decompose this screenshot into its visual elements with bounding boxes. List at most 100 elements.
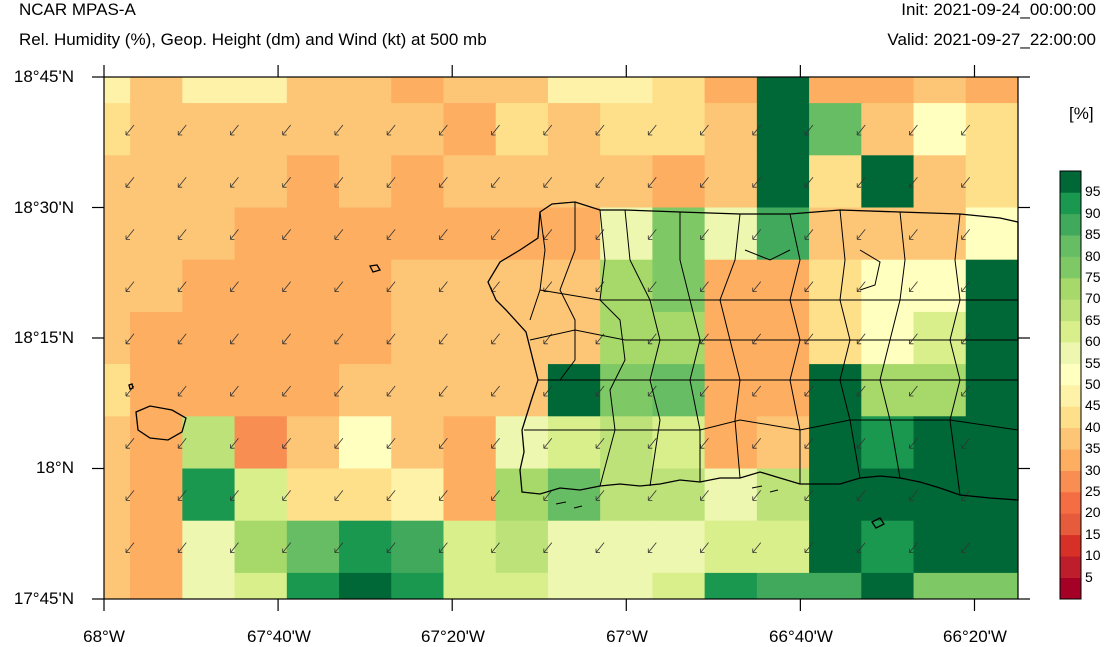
grid-cell <box>495 103 549 156</box>
grid-cell <box>443 207 497 261</box>
colorbar-unit-label: [%] <box>1069 104 1094 123</box>
grid-cell <box>391 259 444 313</box>
grid-cell <box>130 103 183 156</box>
wind-arrow <box>438 333 448 345</box>
grid-cell <box>913 259 967 313</box>
grid-cell <box>652 259 706 313</box>
grid-cell <box>104 259 131 313</box>
colorbar-swatch <box>1060 449 1081 471</box>
wind-arrow <box>230 437 239 449</box>
colorbar-swatch <box>1060 213 1081 236</box>
grid-cell <box>234 416 288 469</box>
wind-arrow <box>961 229 970 240</box>
colorbar-swatch <box>1060 470 1081 493</box>
grid-cell <box>652 416 706 469</box>
wind-arrow <box>386 490 396 501</box>
wind-arrow <box>334 281 344 292</box>
grid-cell <box>965 77 1019 104</box>
wind-arrow <box>386 229 396 240</box>
wind-arrow <box>909 490 918 501</box>
lat-label-18-30: 18°30'N <box>13 198 74 217</box>
wind-arrow <box>752 229 762 240</box>
grid-cell <box>756 77 810 104</box>
grid-cell <box>861 311 915 365</box>
grid-cell <box>913 207 967 261</box>
grid-cell <box>600 416 653 469</box>
grid-cell <box>495 311 549 365</box>
grid-cell <box>652 207 706 261</box>
grid-cell <box>809 364 862 417</box>
wind-arrow <box>282 281 291 292</box>
lon-label-67-40w: 67°40'W <box>247 627 311 646</box>
grid-cell <box>756 311 810 365</box>
grid-cell <box>547 311 601 365</box>
wind-arrow <box>282 333 291 345</box>
wind-arrow <box>282 124 291 136</box>
wind-arrow <box>125 124 135 136</box>
grid-cell <box>861 103 915 156</box>
wind-arrow <box>334 176 344 188</box>
grid-cell <box>547 572 601 600</box>
wind-arrow <box>230 333 239 345</box>
wind-arrow <box>647 437 657 449</box>
wind-arrow <box>491 542 500 553</box>
init-time: Init: 2021-09-24_00:00:00 <box>901 0 1096 19</box>
wind-arrow <box>856 176 866 188</box>
wind-arrow <box>595 490 605 501</box>
wind-arrow <box>282 542 291 553</box>
wind-arrow <box>334 385 344 397</box>
wind-arrow <box>334 437 344 449</box>
colorbar-level-label: 45 <box>1085 397 1101 414</box>
grid-cell <box>339 155 392 208</box>
wind-arrow <box>230 124 239 136</box>
wind-arrow <box>230 281 239 292</box>
grid-cell <box>234 77 288 104</box>
grid-cell <box>391 520 444 574</box>
grid-cell <box>339 207 392 261</box>
wind-arrow <box>752 490 762 501</box>
lat-label-18: 18°N <box>36 458 74 477</box>
grid-cell <box>495 520 549 574</box>
colorbar-level-label: 85 <box>1085 226 1101 243</box>
wind-arrow <box>909 229 918 240</box>
grid-cell <box>391 103 444 156</box>
grid-cell <box>704 311 758 365</box>
lat-label-17-45: 17°45'N <box>13 589 74 608</box>
grid-cell <box>104 364 131 417</box>
grid-cell <box>756 468 810 522</box>
grid-cell <box>600 364 653 417</box>
wind-arrow <box>804 229 814 240</box>
wind-arrow <box>752 281 762 292</box>
grid-cell <box>443 259 497 313</box>
grid-cell <box>130 520 183 574</box>
colorbar-level-label: 5 <box>1085 568 1093 585</box>
grid-cell <box>600 155 653 208</box>
grid-cell <box>182 416 236 469</box>
grid-cell <box>861 155 915 208</box>
grid-cell <box>391 468 444 522</box>
wind-arrow <box>595 124 605 136</box>
wind-arrow <box>282 437 291 449</box>
grid-cell <box>809 77 862 104</box>
humidity-grid <box>104 77 1019 600</box>
grid-cell <box>182 207 236 261</box>
colorbar-level-label: 40 <box>1085 418 1101 435</box>
wind-arrow <box>386 542 396 553</box>
wind-arrow <box>856 281 866 292</box>
grid-cell <box>234 520 288 574</box>
grid-cell <box>756 259 810 313</box>
wind-arrow <box>491 437 500 449</box>
wind-arrow <box>856 124 866 136</box>
colorbar-swatch <box>1060 427 1081 450</box>
colorbar-level-label: 75 <box>1085 269 1101 285</box>
colorbar-swatch <box>1060 513 1081 536</box>
field-description: Rel. Humidity (%), Geop. Height (dm) and… <box>19 30 487 49</box>
grid-cell <box>913 77 967 104</box>
grid-cell <box>965 207 1019 261</box>
wind-arrow <box>700 385 709 397</box>
wind-arrow <box>230 229 239 240</box>
grid-cell <box>443 103 497 156</box>
grid-cell <box>234 103 288 156</box>
colorbar-level-label: 35 <box>1085 440 1101 457</box>
grid-cell <box>391 572 444 600</box>
